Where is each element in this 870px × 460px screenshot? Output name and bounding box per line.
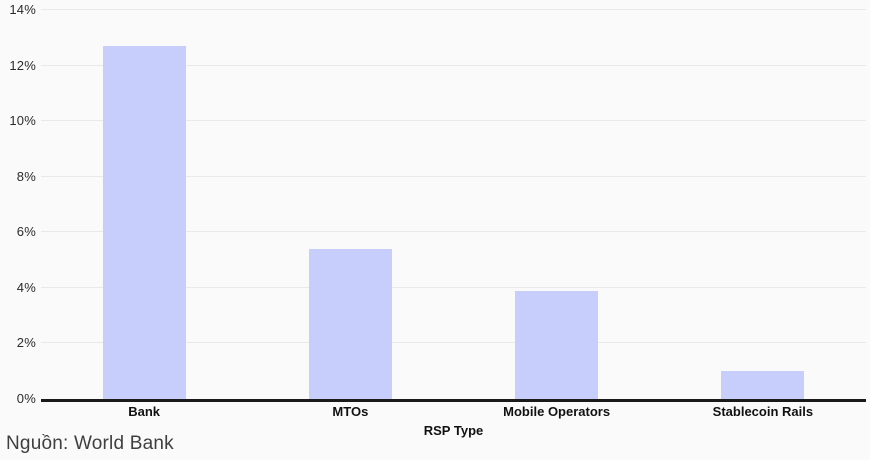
y-axis-tick-label: 12% — [9, 57, 36, 73]
x-axis-category-labels: Bank MTOs Mobile Operators Stablecoin Rails — [41, 404, 866, 419]
x-axis-tick-label: Stablecoin Rails — [712, 404, 814, 419]
gridline — [41, 342, 866, 344]
gridline — [41, 175, 866, 177]
gridline — [41, 9, 866, 10]
x-axis-tick-label: Mobile Operators — [503, 404, 611, 419]
y-axis-tick-label: 0% — [16, 391, 36, 406]
y-axis-tick-label: 6% — [16, 224, 36, 240]
x-axis-title: RSP Type — [423, 423, 484, 438]
gridline — [41, 231, 866, 233]
x-axis-tick-label: Bank — [128, 404, 161, 419]
gridline — [41, 120, 866, 122]
y-axis-tick-label: 14% — [9, 2, 36, 17]
bar-bank — [102, 46, 186, 399]
y-axis: 0% 2% 4% 6% 8% 10% 12% 14% — [0, 2, 36, 406]
bar-mtos — [308, 248, 392, 399]
gridline — [41, 286, 866, 288]
y-axis-tick-label: 2% — [16, 335, 36, 351]
x-axis-tick-label: MTOs — [332, 404, 369, 419]
bar-mobile-operators — [515, 290, 599, 399]
plot-area — [41, 9, 866, 402]
bar-stablecoin-rails — [721, 371, 805, 399]
y-axis-tick-label: 8% — [16, 168, 36, 184]
y-axis-tick-label: 10% — [9, 113, 36, 129]
source-note: Nguồn: World Bank — [6, 433, 174, 454]
gridline — [41, 64, 866, 66]
y-axis-tick-label: 4% — [16, 279, 36, 295]
